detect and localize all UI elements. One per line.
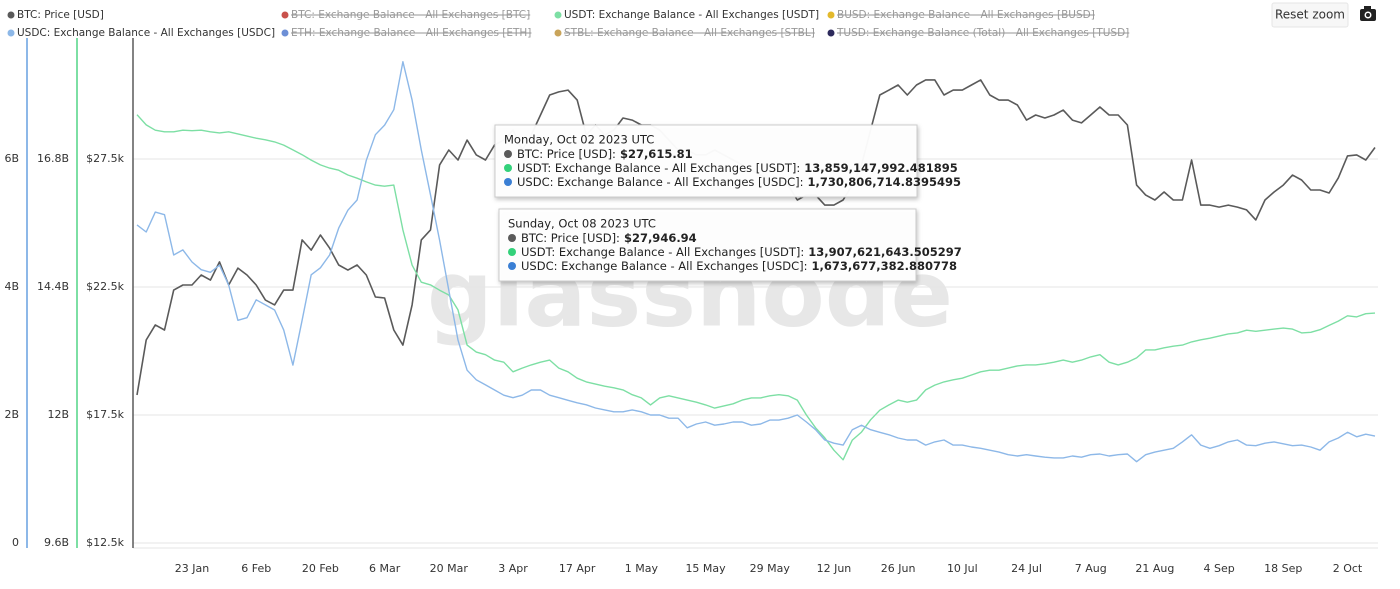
legend-label[interactable]: BUSD: Exchange Balance - All Exchanges [… [837,9,1095,21]
tooltip-label: BTC: Price [USD]: [517,147,616,161]
y-tick-label: $27.5k [86,152,124,165]
x-tick-label: 24 Jul [1011,562,1042,575]
x-tick-label: 26 Jun [881,562,916,575]
y-tick-label: 4B [4,280,19,293]
tooltip-row: USDC: Exchange Balance - All Exchanges [… [521,259,957,273]
y-tick-label: 14.4B [37,280,69,293]
tooltip-dot [508,234,516,242]
tooltip-label: USDC: Exchange Balance - All Exchanges [… [517,175,804,189]
x-tick-label: 21 Aug [1135,562,1174,575]
tooltip-row: BTC: Price [USD]: $27,946.94 [521,231,697,245]
legend-item[interactable]: BTC: Exchange Balance - All Exchanges [B… [281,9,531,21]
tooltip-value: $27,946.94 [624,231,697,245]
tooltip-dot [504,150,512,158]
x-tick-label: 4 Sep [1203,562,1234,575]
y-tick-label: 2B [4,408,19,421]
x-tick-label: 29 May [750,562,791,575]
tooltip-label: BTC: Price [USD]: [521,231,620,245]
tooltip-box [498,208,917,282]
legend-item[interactable]: ETH: Exchange Balance - All Exchanges [E… [281,27,532,39]
tooltip-row: USDT: Exchange Balance - All Exchanges [… [517,161,958,175]
tooltip-value: $27,615.81 [620,147,693,161]
y-tick-label: 16.8B [37,152,69,165]
legend-label[interactable]: BTC: Price [USD] [17,9,104,21]
legend-dot[interactable] [281,11,289,19]
tooltip-title: Sunday, Oct 08 2023 UTC [508,217,656,231]
legend-item[interactable]: USDC: Exchange Balance - All Exchanges [… [7,27,276,39]
legend-label[interactable]: USDT: Exchange Balance - All Exchanges [… [564,9,819,21]
legend-dot[interactable] [827,11,835,19]
tooltip-value: 13,907,621,643.505297 [808,245,962,259]
tooltip-box [494,124,918,198]
y-tick-label: 9.6B [44,536,69,549]
y-tick-label: 0 [12,536,19,549]
legend-dot[interactable] [554,29,562,37]
legend-dot[interactable] [7,11,15,19]
x-tick-label: 15 May [685,562,726,575]
legend-label[interactable]: USDC: Exchange Balance - All Exchanges [… [17,27,275,39]
legend-item[interactable]: TUSD: Exchange Balance (Total) - All Exc… [827,27,1130,39]
legend-dot[interactable] [554,11,562,19]
legend-item[interactable]: USDT: Exchange Balance - All Exchanges [… [554,9,820,21]
x-tick-label: 1 May [625,562,659,575]
y-tick-label: $12.5k [86,536,124,549]
legend-item[interactable]: BTC: Price [USD] [7,9,104,21]
reset-zoom-box[interactable] [1271,2,1349,28]
tooltip-row: USDC: Exchange Balance - All Exchanges [… [517,175,961,189]
tooltip-value: 1,673,677,382.880778 [812,259,958,273]
x-tick-label: 6 Feb [241,562,271,575]
x-tick-label: 20 Feb [302,562,339,575]
series-line [136,114,1376,461]
camera-lens-inner[interactable] [1366,13,1370,17]
x-tick-label: 17 Apr [559,562,596,575]
x-tick-label: 3 Apr [498,562,528,575]
tooltip-dot [504,164,512,172]
legend-item[interactable]: BUSD: Exchange Balance - All Exchanges [… [827,9,1095,21]
y-tick-label: $22.5k [86,280,124,293]
tooltip-title: Monday, Oct 02 2023 UTC [504,133,654,147]
tooltip-dot [508,262,516,270]
legend-dot[interactable] [827,29,835,37]
legend-label[interactable]: STBL: Exchange Balance - All Exchanges [… [564,27,815,39]
tooltip-label: USDC: Exchange Balance - All Exchanges [… [521,259,808,273]
camera-button[interactable] [1360,6,1376,21]
series-line [136,61,1376,463]
tooltip-value: 1,730,806,714.8395495 [808,175,962,189]
legend-label[interactable]: BTC: Exchange Balance - All Exchanges [B… [291,9,530,21]
tooltip-label: USDT: Exchange Balance - All Exchanges [… [521,245,804,259]
x-tick-label: 20 Mar [430,562,469,575]
x-tick-label: 18 Sep [1264,562,1302,575]
tooltip-dot [504,178,512,186]
x-tick-label: 6 Mar [369,562,401,575]
x-tick-label: 12 Jun [817,562,852,575]
axes: $12.5k $17.5k $22.5k $27.5k 9.6B 12B 14.4B 16.8… [4,38,1363,575]
x-tick-label: 10 Jul [947,562,978,575]
tooltip-dot [508,248,516,256]
reset-zoom-label[interactable]: Reset zoom [1275,8,1345,22]
legend-dot[interactable] [281,29,289,37]
tooltip-row: USDT: Exchange Balance - All Exchanges [… [521,245,962,259]
x-tick-label: 2 Oct [1333,562,1363,575]
legend-item[interactable]: STBL: Exchange Balance - All Exchanges [… [554,27,815,39]
legend-label[interactable]: ETH: Exchange Balance - All Exchanges [E… [291,27,531,39]
tooltip-value: 13,859,147,992.481895 [804,161,958,175]
camera-top[interactable] [1364,6,1371,10]
reset-zoom-button[interactable]: Reset zoom [1271,2,1349,28]
y-tick-label: 6B [4,152,19,165]
x-tick-label: 23 Jan [175,562,209,575]
tooltip-row: BTC: Price [USD]: $27,615.81 [517,147,693,161]
legend: BTC: Price [USD] BTC: Exchange Balance - … [7,9,1130,39]
x-tick-label: 7 Aug [1075,562,1107,575]
legend-dot[interactable] [7,29,15,37]
y-tick-label: $17.5k [86,408,124,421]
tooltip-label: USDT: Exchange Balance - All Exchanges [… [517,161,800,175]
y-tick-label: 12B [47,408,69,421]
legend-label[interactable]: TUSD: Exchange Balance (Total) - All Exc… [836,27,1129,39]
